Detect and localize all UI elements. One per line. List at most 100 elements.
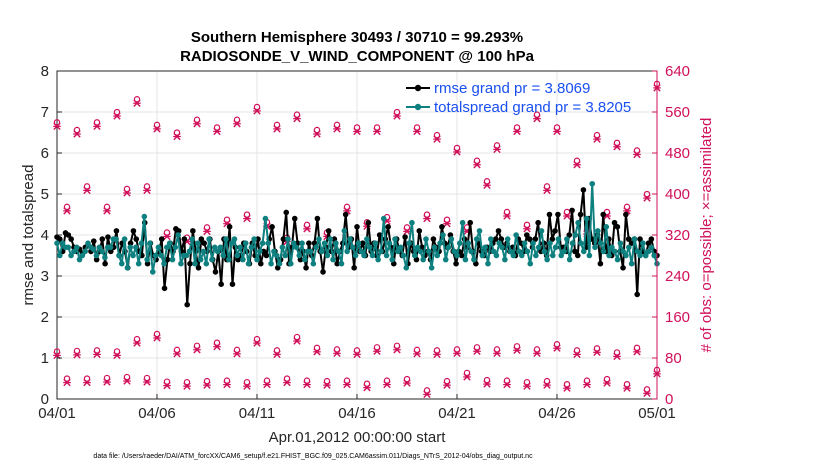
obs-possible-marker — [613, 349, 621, 356]
obs-assimilated-marker — [423, 214, 431, 223]
obs-possible-marker — [483, 178, 491, 185]
obs-possible-marker — [233, 346, 241, 354]
totalspread-point — [400, 252, 407, 259]
totalspread-point — [411, 252, 418, 259]
rmse-point — [566, 232, 573, 238]
obs-assimilated-marker — [143, 186, 151, 195]
totalspread-point — [442, 256, 449, 263]
totalspread-point — [169, 256, 176, 263]
rmse-point — [218, 281, 224, 288]
totalspread-point — [395, 248, 401, 255]
obs-possible-marker — [323, 377, 331, 385]
totalspread-point — [459, 219, 466, 226]
x-tick-label: 04/26 — [538, 405, 576, 422]
obs-assimilated-marker — [93, 122, 101, 131]
rmse-point — [257, 260, 264, 267]
totalspread-point — [558, 252, 565, 259]
totalspread-point — [113, 236, 119, 242]
obs-possible-marker — [563, 381, 571, 388]
totalspread-point — [392, 236, 398, 242]
x-tick-label: 04/16 — [338, 405, 376, 422]
obs-possible-marker — [583, 377, 591, 384]
obs-assimilated-marker — [253, 107, 261, 115]
totalspread-point — [380, 215, 387, 222]
totalspread-point — [499, 244, 505, 251]
obs-possible-marker — [153, 330, 161, 338]
obs-assimilated-marker — [173, 132, 181, 141]
rmse-point — [195, 265, 202, 271]
obs-assimilated-marker — [133, 99, 141, 107]
obs-possible-marker — [443, 216, 451, 223]
obs-assimilated-marker — [143, 378, 151, 386]
obs-assimilated-marker — [493, 145, 501, 154]
rmse-point — [105, 234, 111, 240]
obs-assimilated-marker — [523, 225, 531, 233]
totalspread-point — [310, 260, 317, 267]
rmse-point — [495, 228, 502, 234]
obs-assimilated-marker — [73, 351, 81, 359]
rmse-point — [439, 224, 445, 230]
obs-assimilated-marker — [533, 349, 541, 358]
obs-possible-marker — [303, 377, 311, 384]
obs-assimilated-marker — [163, 381, 171, 390]
totalspread-point — [417, 248, 424, 255]
rmse-point — [107, 248, 114, 255]
obs-assimilated-marker — [343, 380, 351, 389]
data-file-footnote: data file: /Users/raeder/DAI/ATM_forcXX/… — [93, 453, 533, 460]
totalspread-point — [448, 236, 455, 242]
obs-assimilated-marker — [103, 207, 111, 215]
obs-assimilated-marker — [523, 382, 531, 390]
obs-assimilated-marker — [473, 161, 481, 169]
obs-possible-marker — [273, 121, 281, 129]
legend-rmse-marker — [414, 84, 422, 92]
totalspread-point — [273, 252, 280, 259]
rmse-point — [226, 224, 233, 230]
obs-assimilated-marker — [333, 349, 341, 358]
rmse-point — [625, 236, 632, 242]
obs-possible-marker — [473, 344, 481, 351]
rmse-point — [351, 265, 357, 271]
obs-assimilated-marker — [453, 349, 461, 358]
totalspread-point — [454, 252, 460, 259]
rmse-point — [198, 236, 205, 242]
totalspread-point — [149, 269, 156, 275]
rmse-point — [303, 265, 309, 271]
totalspread-point — [637, 252, 643, 259]
totalspread-line — [56, 182, 658, 273]
rmse-point — [458, 252, 465, 259]
totalspread-point — [564, 236, 570, 242]
rmse-point — [648, 236, 655, 242]
y-right-tick-label: 320 — [665, 227, 690, 244]
totalspread-point — [488, 236, 494, 242]
obs-possible-marker — [133, 96, 141, 103]
totalspread-point — [73, 244, 80, 251]
obs-assimilated-marker — [113, 112, 121, 120]
rmse-point — [524, 232, 530, 238]
totalspread-point — [434, 252, 441, 259]
rmse-point — [269, 224, 275, 230]
obs-assimilated-marker — [463, 373, 471, 381]
rmse-point — [127, 240, 134, 246]
obs-assimilated-marker — [553, 127, 561, 136]
obs-possible-marker — [523, 221, 531, 229]
obs-possible-marker — [183, 378, 191, 386]
totalspread-point — [54, 240, 60, 246]
data-series — [54, 180, 660, 308]
obs-assimilated-marker — [553, 344, 561, 352]
obs-possible-marker — [133, 335, 141, 343]
totalspread-point — [595, 228, 601, 234]
obs-possible-marker — [293, 111, 301, 118]
totalspread-point — [437, 240, 443, 246]
obs-possible-marker — [263, 377, 271, 384]
obs-possible-marker — [503, 377, 511, 384]
totalspread-point — [361, 252, 367, 259]
totalspread-point — [85, 240, 91, 246]
totalspread-point — [282, 252, 288, 259]
obs-assimilated-marker — [123, 189, 131, 197]
obs-possible-marker — [123, 373, 131, 381]
obs-assimilated-marker — [423, 390, 431, 399]
obs-assimilated-marker — [203, 227, 211, 236]
totalspread-point — [155, 244, 162, 251]
totalspread-point — [403, 265, 410, 271]
totalspread-point — [144, 256, 150, 263]
